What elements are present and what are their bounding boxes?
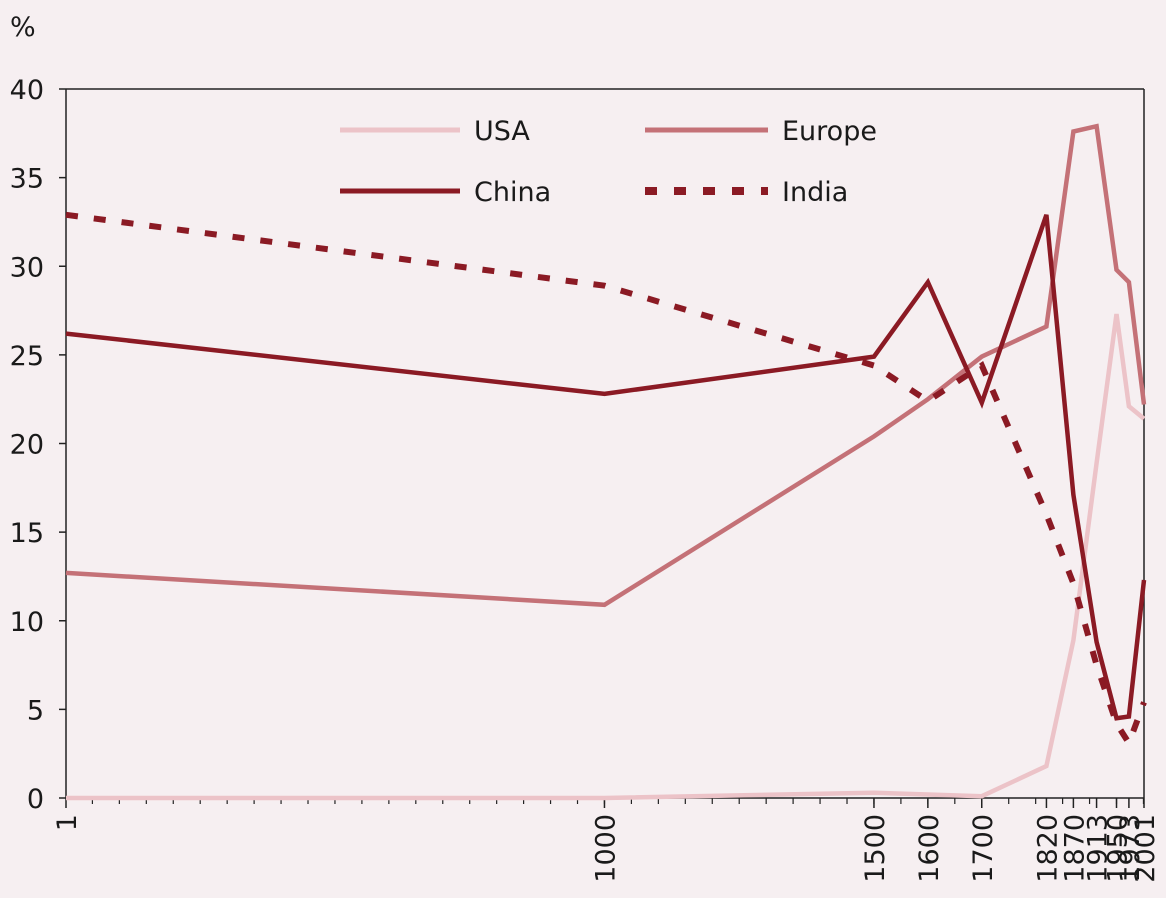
y-tick-label: 35 [10,164,44,195]
series-line-china [65,214,1147,721]
y-axis-unit-label: % [10,12,36,43]
y-tick-label: 25 [10,341,44,372]
y-tick-label: 40 [10,75,44,106]
legend-label: Europe [782,116,877,147]
x-tick-label: 1973 [1115,814,1146,883]
legend-item-china: China [340,177,551,208]
series-layer [65,123,1147,801]
legend-item-usa: USA [340,116,530,147]
x-tick-label: 1000 [590,814,621,883]
legend-item-europe: Europe [645,116,877,147]
y-tick-label: 15 [10,518,44,549]
y-tick-label: 0 [27,784,44,815]
legend: USA Europe China India [340,116,877,208]
x-tick-label: 1870 [1059,814,1090,883]
x-tick-label: 1950 [1103,814,1134,883]
series-line-usa [66,313,1146,801]
legend-label: China [474,177,551,208]
x-tick-label: 1 [52,814,83,831]
legend-label: USA [474,116,530,147]
series-line-europe [65,123,1147,608]
legend-label: India [782,177,848,208]
x-tick-label: 1600 [914,814,945,883]
y-tick-label: 10 [10,607,44,638]
y-tick-label: 5 [27,695,44,726]
y-tick-label: 30 [10,252,44,283]
x-tick-label: 1500 [860,814,891,883]
series-line-india [65,211,1147,750]
x-tick-label: 1913 [1083,814,1114,883]
y-axis-ticks: 0 5 10 15 20 25 30 35 40 [10,75,66,815]
y-tick-label: 20 [10,430,44,461]
legend-item-india: India [645,177,848,208]
x-tick-label: 1700 [968,814,999,883]
x-tick-label: 2001 [1130,814,1161,883]
x-axis-ticks: 1 1000 1500 1600 1700 18201870191319501973200… [52,798,1161,883]
x-tick-label: 1820 [1032,814,1063,883]
